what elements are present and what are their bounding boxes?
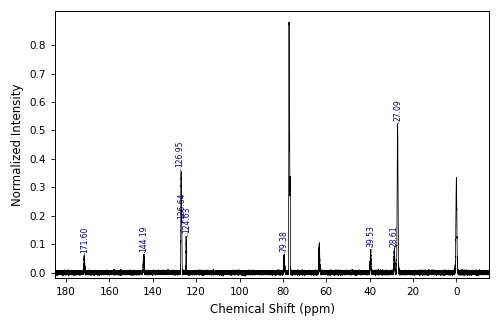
Text: 126.64: 126.64 bbox=[177, 192, 186, 219]
X-axis label: Chemical Shift (ppm): Chemical Shift (ppm) bbox=[210, 303, 334, 316]
Text: 144.19: 144.19 bbox=[139, 225, 148, 252]
Text: 124.63: 124.63 bbox=[182, 206, 192, 233]
Text: 171.60: 171.60 bbox=[80, 226, 89, 253]
Text: 79.38: 79.38 bbox=[280, 230, 288, 252]
Y-axis label: Normalized Intensity: Normalized Intensity bbox=[11, 83, 24, 206]
Text: 28.61: 28.61 bbox=[390, 226, 399, 247]
Text: 126.95: 126.95 bbox=[176, 141, 184, 167]
Text: 27.09: 27.09 bbox=[393, 99, 402, 121]
Text: 39.53: 39.53 bbox=[366, 225, 375, 247]
